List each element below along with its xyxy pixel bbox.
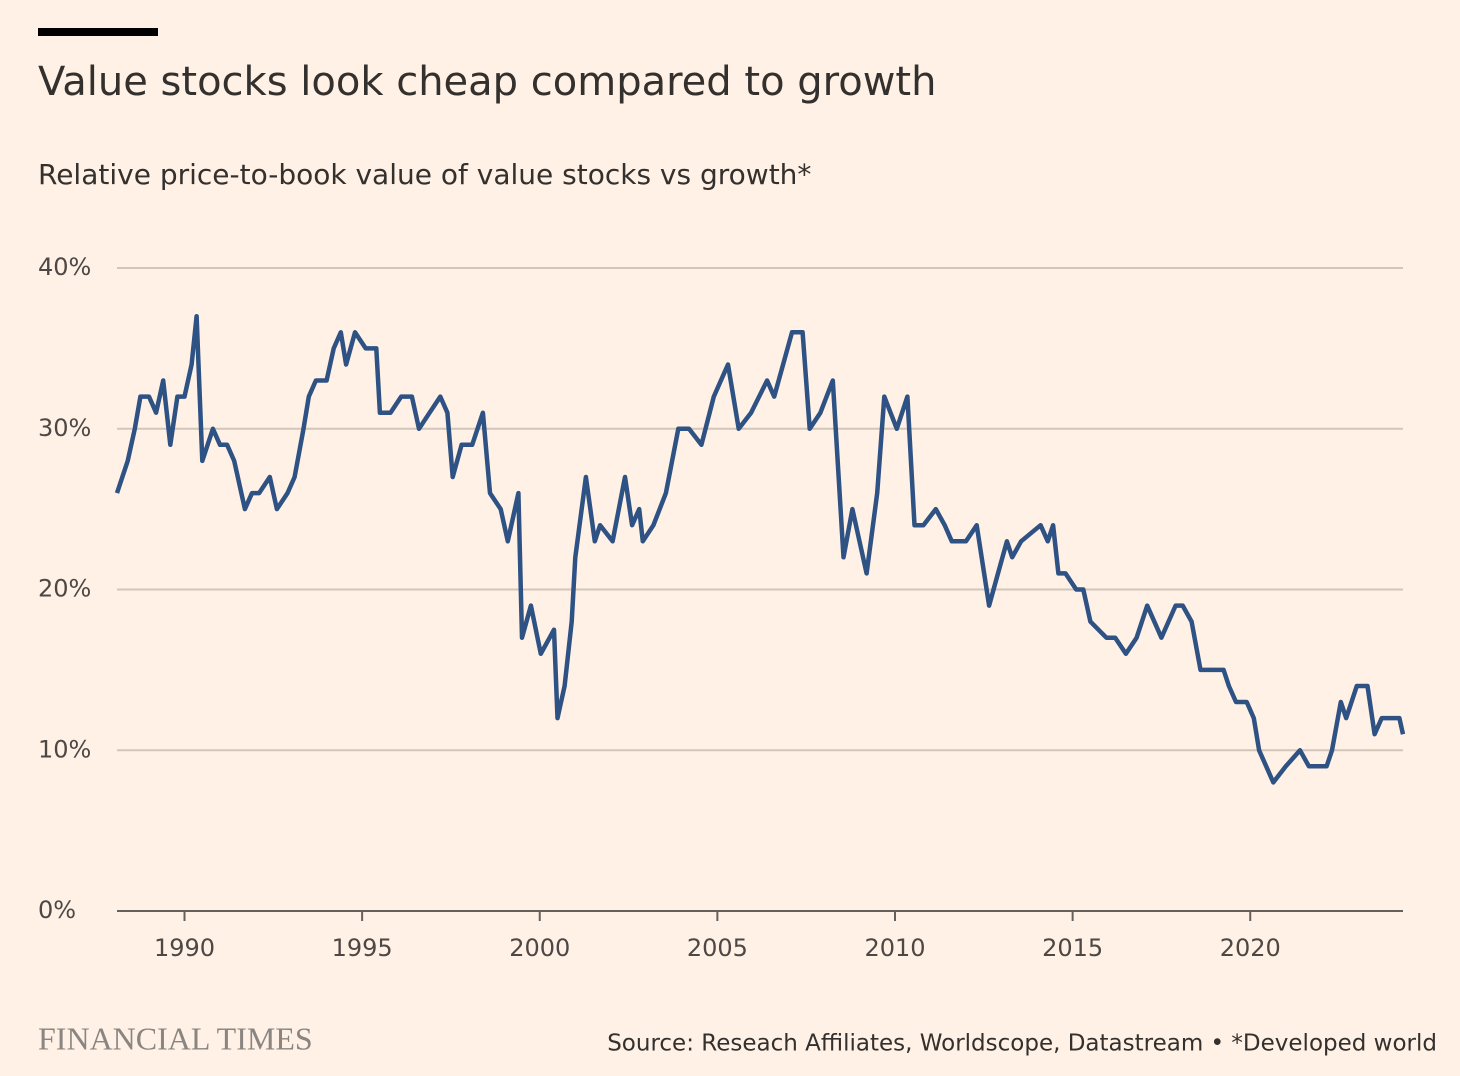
chart-subtitle: Relative price-to-book value of value st… bbox=[38, 158, 811, 191]
line bbox=[114, 313, 1406, 785]
x-tick-label: 2010 bbox=[864, 934, 925, 962]
y-tick-label: 20% bbox=[38, 575, 91, 603]
y-tick-label: 10% bbox=[38, 735, 91, 763]
x-tick-label: 2005 bbox=[687, 934, 748, 962]
title-bar bbox=[38, 28, 158, 36]
chart-title: Value stocks look cheap compared to grow… bbox=[38, 59, 936, 105]
x-tick-label: 2020 bbox=[1220, 934, 1281, 962]
y-tick-label: 40% bbox=[38, 253, 91, 281]
x-tick-label: 1990 bbox=[154, 934, 215, 962]
x-tick-label: 1995 bbox=[332, 934, 393, 962]
x-tick-label: 2015 bbox=[1042, 934, 1103, 962]
y-tick-label: 0% bbox=[38, 896, 76, 924]
x-tick-label: 2000 bbox=[509, 934, 570, 962]
y-tick-label: 30% bbox=[38, 414, 91, 442]
source: Source: Reseach Affiliates, Worldscope, … bbox=[607, 1031, 1437, 1057]
plot: 0% 10% 20% 30% 40% 1990 1995 2000 2005 2010 2015 20… bbox=[38, 253, 1406, 962]
logo: FINANCIAL TIMES bbox=[38, 1020, 313, 1056]
